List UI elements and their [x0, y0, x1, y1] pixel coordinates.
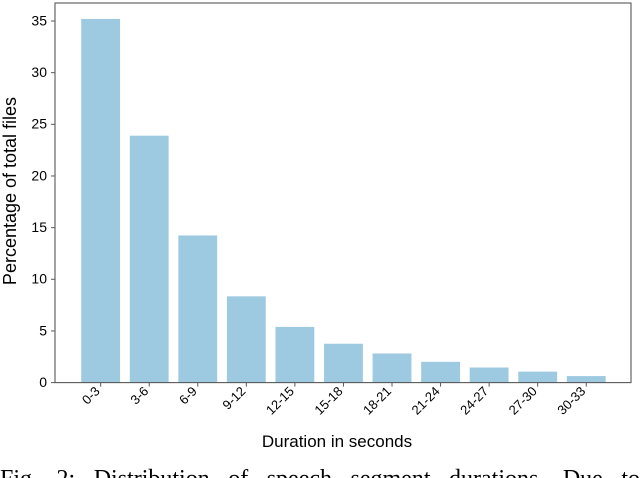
svg-text:9-12: 9-12 [219, 384, 248, 413]
svg-text:15-18: 15-18 [311, 384, 345, 418]
svg-text:6-9: 6-9 [176, 384, 200, 408]
svg-text:Percentage of total files: Percentage of total files [0, 97, 20, 285]
svg-text:21-24: 21-24 [409, 384, 443, 418]
svg-text:12-15: 12-15 [263, 384, 297, 418]
svg-text:20: 20 [31, 167, 47, 183]
svg-text:3-6: 3-6 [127, 384, 151, 408]
svg-text:30-33: 30-33 [554, 384, 588, 418]
svg-text:35: 35 [31, 12, 47, 28]
svg-text:27-30: 27-30 [506, 384, 540, 418]
svg-text:10: 10 [31, 271, 47, 287]
svg-text:0-3: 0-3 [79, 384, 103, 408]
svg-text:24-27: 24-27 [457, 384, 491, 418]
svg-text:Duration in seconds: Duration in seconds [262, 432, 412, 451]
svg-text:5: 5 [39, 322, 47, 338]
svg-text:18-21: 18-21 [360, 384, 394, 418]
svg-text:25: 25 [31, 116, 47, 132]
svg-text:0: 0 [39, 374, 47, 390]
svg-text:30: 30 [31, 64, 47, 80]
svg-text:15: 15 [31, 219, 47, 235]
